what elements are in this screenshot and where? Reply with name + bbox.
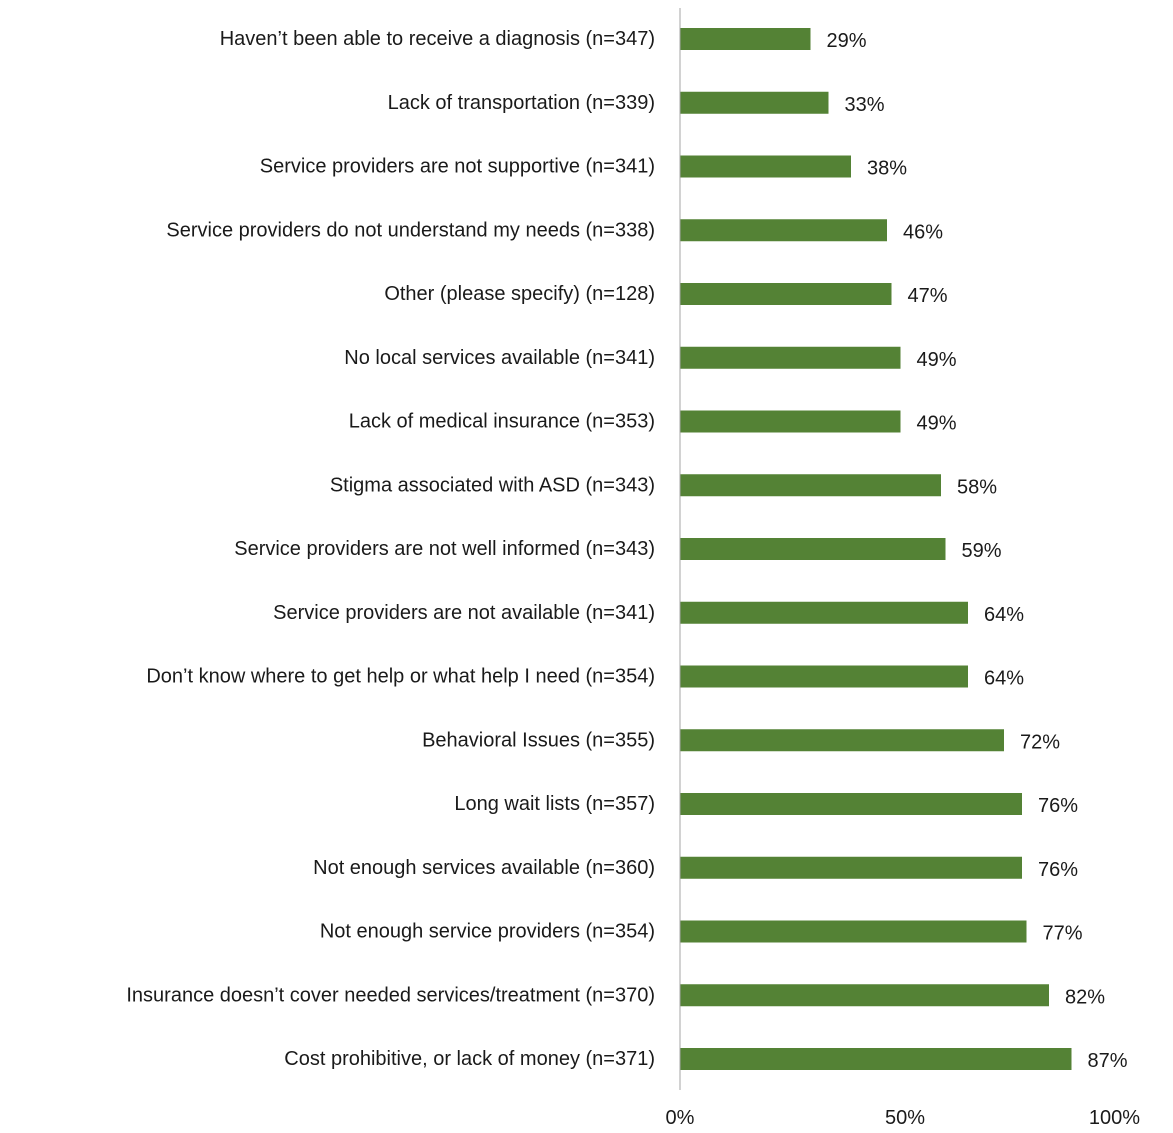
category-label: Other (please specify) (n=128)	[384, 283, 655, 305]
data-label: 72%	[1020, 731, 1060, 753]
bar	[680, 729, 1004, 752]
bar	[680, 856, 1022, 879]
category-label: No local services available (n=341)	[344, 347, 655, 369]
data-label: 64%	[984, 668, 1024, 690]
bar	[680, 1048, 1072, 1070]
data-label: 59%	[962, 540, 1002, 562]
bar	[680, 474, 941, 497]
data-label: 76%	[1038, 795, 1078, 817]
category-label: Service providers are not supportive (n=…	[260, 156, 655, 178]
bar	[680, 283, 892, 305]
category-label: Long wait lists (n=357)	[454, 793, 655, 815]
data-label: 47%	[908, 285, 948, 307]
data-label: 64%	[984, 604, 1024, 626]
data-label: 77%	[1043, 923, 1083, 945]
data-label: 38%	[867, 158, 907, 180]
x-tick-label: 50%	[885, 1107, 925, 1129]
bar	[680, 538, 946, 560]
bar	[680, 346, 901, 369]
bar	[680, 665, 968, 688]
category-label: Lack of transportation (n=339)	[388, 92, 655, 114]
x-axis-tick-labels: 0% 50% 100%	[666, 1107, 1141, 1129]
category-labels: Haven’t been able to receive a diagnosis…	[126, 28, 655, 1070]
category-label: Service providers are not well informed …	[234, 538, 655, 560]
data-label: 82%	[1065, 986, 1105, 1008]
bars-group	[680, 28, 1072, 1070]
bar	[680, 155, 851, 178]
data-label: 46%	[903, 221, 943, 243]
bar	[680, 920, 1027, 943]
category-label: Stigma associated with ASD (n=343)	[330, 474, 655, 496]
bar	[680, 984, 1049, 1007]
data-label: 33%	[845, 94, 885, 116]
data-label: 49%	[917, 413, 957, 435]
value-labels: 29% 33% 38% 46% 47% 49% 49% 58% 59% 64% 64% 72% 76% 7…	[827, 30, 1128, 1072]
category-label: Behavioral Issues (n=355)	[422, 729, 655, 751]
bar	[680, 601, 968, 624]
bar	[680, 410, 901, 433]
category-label: Cost prohibitive, or lack of money (n=37…	[284, 1048, 655, 1070]
bar	[680, 793, 1022, 815]
category-label: Service providers are not available (n=3…	[273, 602, 655, 624]
x-tick-label: 100%	[1089, 1107, 1140, 1129]
category-label: Not enough services available (n=360)	[313, 857, 655, 879]
bar	[680, 219, 887, 242]
bar	[680, 91, 829, 114]
data-label: 58%	[957, 476, 997, 498]
data-label: 76%	[1038, 859, 1078, 881]
x-tick-label: 0%	[666, 1107, 695, 1129]
category-label: Not enough service providers (n=354)	[320, 921, 655, 943]
data-label: 29%	[827, 30, 867, 52]
data-label: 49%	[917, 349, 957, 371]
bar	[680, 28, 811, 50]
category-label: Service providers do not understand my n…	[166, 219, 655, 241]
category-label: Haven’t been able to receive a diagnosis…	[220, 28, 655, 50]
category-label: Lack of medical insurance (n=353)	[349, 411, 655, 433]
category-label: Don’t know where to get help or what hel…	[146, 666, 655, 688]
category-label: Insurance doesn’t cover needed services/…	[126, 984, 655, 1006]
data-label: 87%	[1088, 1050, 1128, 1072]
